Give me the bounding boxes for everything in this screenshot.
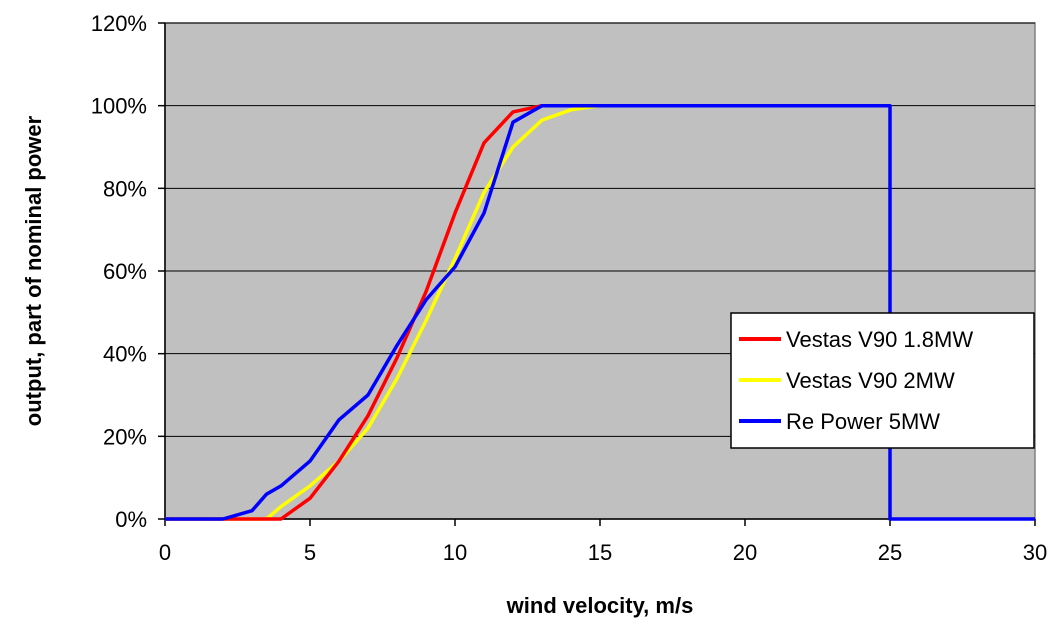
y-tick-label: 100% bbox=[91, 94, 147, 119]
x-tick-label: 25 bbox=[878, 540, 902, 565]
legend-label-2: Re Power 5MW bbox=[786, 409, 940, 434]
x-tick-labels: 0 5 10 15 20 25 30 bbox=[159, 540, 1047, 565]
y-axis-title: output, part of nominal power bbox=[21, 115, 46, 426]
y-tick-label: 20% bbox=[103, 424, 147, 449]
x-tick-label: 30 bbox=[1023, 540, 1047, 565]
legend-label-0: Vestas V90 1.8MW bbox=[786, 327, 973, 352]
y-tick-label: 120% bbox=[91, 11, 147, 36]
series-line-0 bbox=[165, 103, 832, 521]
x-tick-label: 0 bbox=[159, 540, 171, 565]
x-tick-label: 15 bbox=[588, 540, 612, 565]
y-tick-label: 80% bbox=[103, 176, 147, 201]
x-tick-label: 20 bbox=[733, 540, 757, 565]
x-tick-label: 10 bbox=[443, 540, 467, 565]
x-tick-label: 5 bbox=[304, 540, 316, 565]
y-tick-label: 0% bbox=[115, 507, 147, 532]
series-line-1 bbox=[165, 103, 832, 521]
series-line-2 bbox=[165, 103, 1035, 521]
y-tick-label: 40% bbox=[103, 342, 147, 367]
y-tick-labels: 0% 20% 40% 60% 80% 100% 120% bbox=[91, 11, 147, 532]
y-tick-label: 60% bbox=[103, 259, 147, 284]
x-axis-title: wind velocity, m/s bbox=[506, 593, 694, 618]
legend-box bbox=[730, 312, 1035, 449]
legend: Vestas V90 1.8MW Vestas V90 2MW Re Power 5… bbox=[730, 312, 1035, 449]
legend-label-1: Vestas V90 2MW bbox=[786, 368, 955, 393]
series-lines bbox=[165, 103, 1035, 521]
